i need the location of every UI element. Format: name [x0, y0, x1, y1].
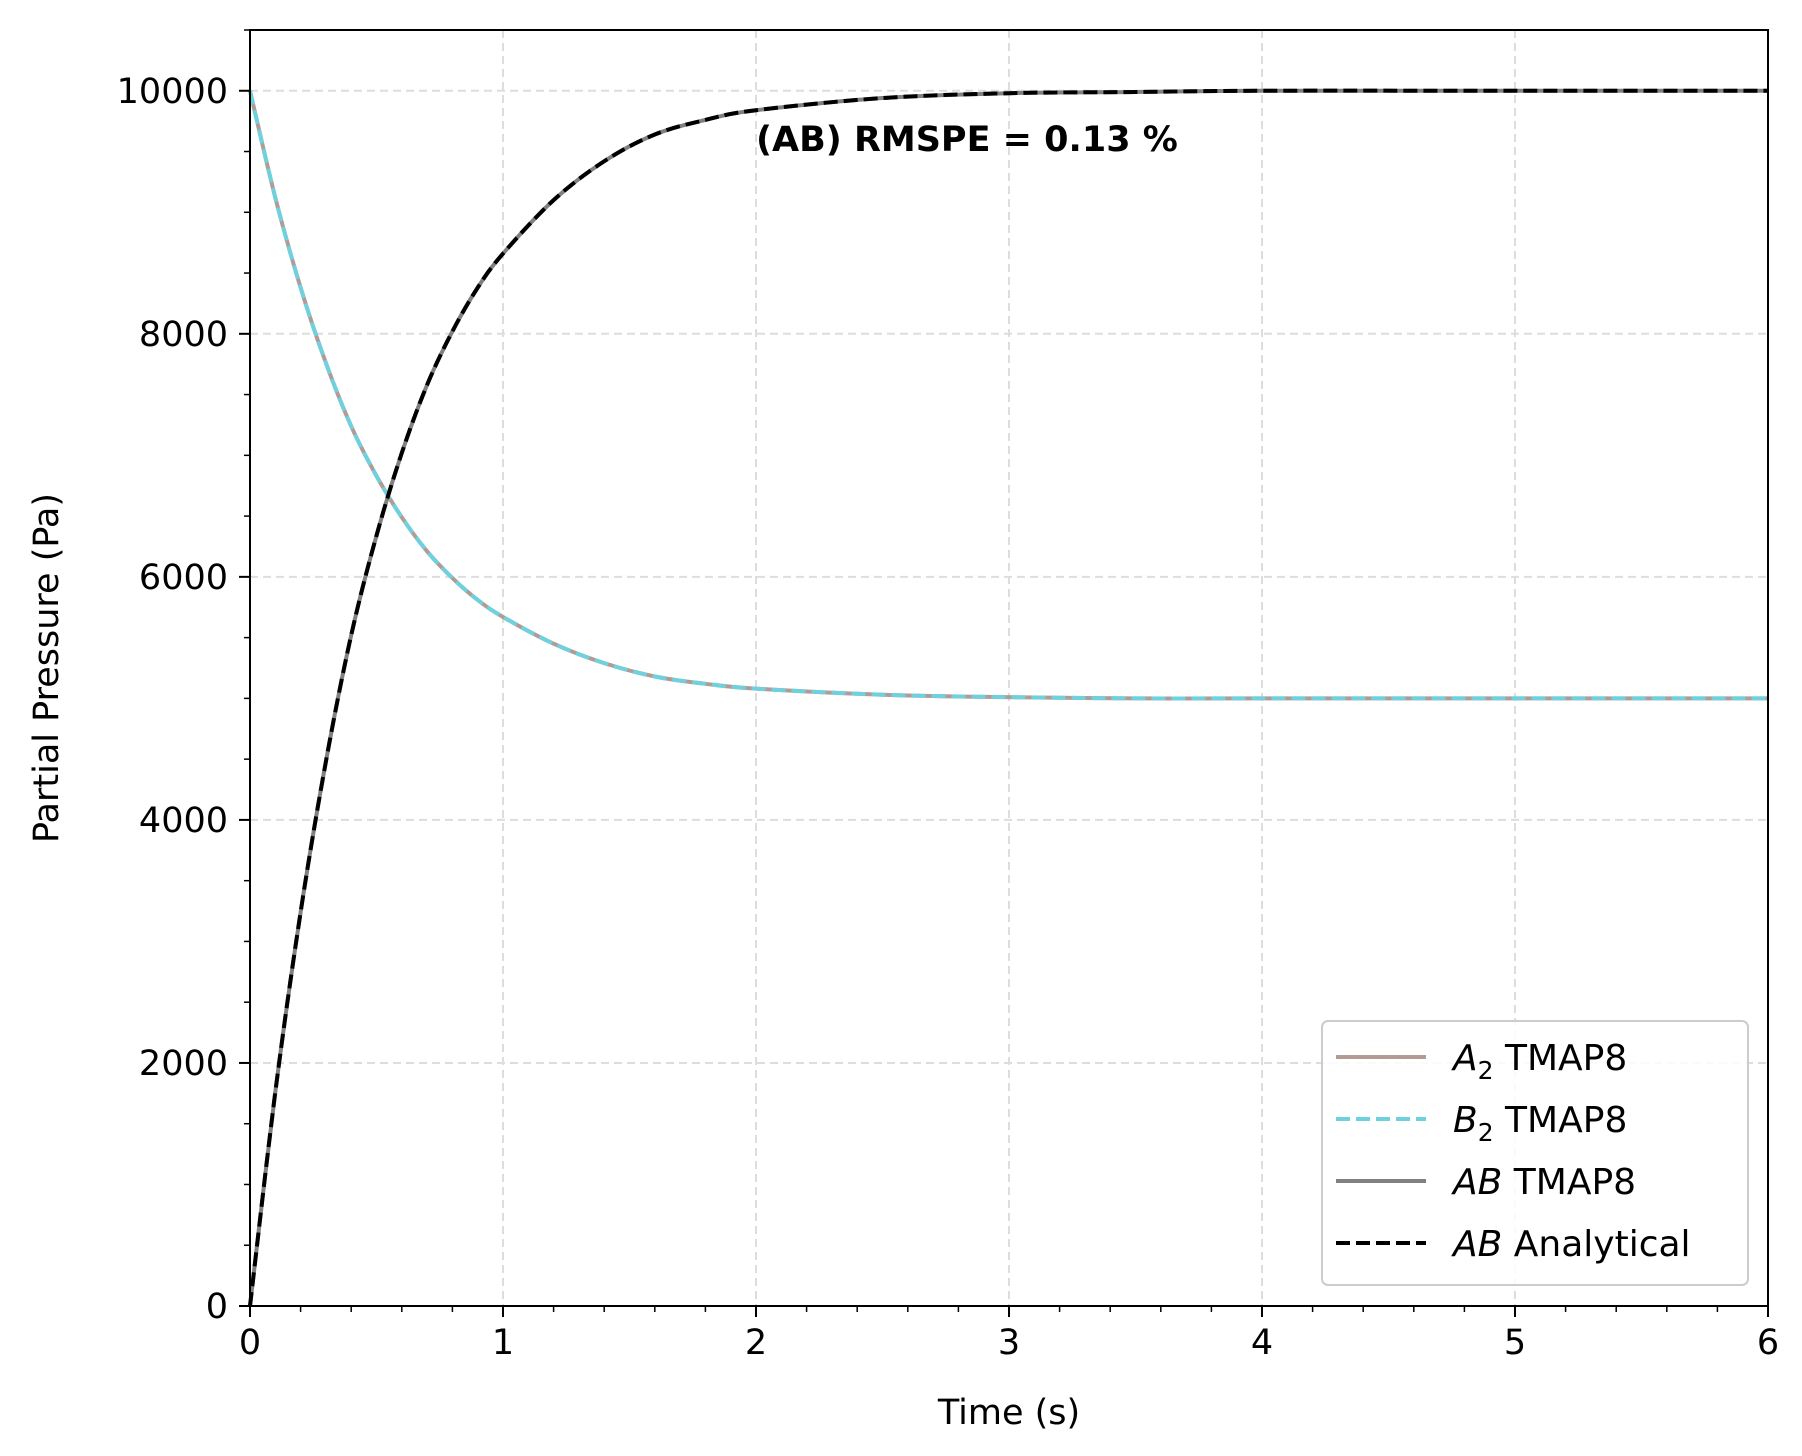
legend-label-subscript: 2	[1478, 1056, 1494, 1085]
legend-label-subscript: 2	[1478, 1118, 1494, 1147]
axis-ticks: 0 1 2 3 4 5 6 0 2000 4000 6000 8000 10000	[117, 29, 1779, 1363]
x-tick-label: 1	[492, 1323, 514, 1363]
x-tick-label: 5	[1504, 1323, 1526, 1363]
legend-label-text: TMAP8	[1494, 1100, 1628, 1141]
rmspe-annotation: (AB) RMSPE = 0.13 %	[756, 120, 1178, 160]
y-axis-label: Partial Pressure (Pa)	[27, 493, 67, 843]
x-tick-label: 2	[745, 1323, 767, 1363]
y-tick-label: 0	[206, 1287, 228, 1327]
legend-label: B2 TMAP8	[1453, 1100, 1627, 1147]
legend-label-text: TMAP8	[1502, 1162, 1636, 1203]
legend-label-italic: B	[1453, 1100, 1478, 1141]
y-tick-label: 8000	[139, 315, 228, 355]
x-axis-label: Time (s)	[937, 1393, 1080, 1433]
y-tick-label: 6000	[139, 558, 228, 598]
legend-box	[1321, 1020, 1749, 1286]
series-line-4	[248, 88, 1768, 1307]
legend-label: AB Analytical	[1451, 1224, 1691, 1265]
legend-label: AB TMAP8	[1451, 1162, 1636, 1203]
y-tick-label: 10000	[117, 72, 228, 112]
legend-label-italic: AB	[1451, 1224, 1502, 1265]
series-line-2	[248, 90, 1768, 701]
legend-label-italic: A	[1451, 1038, 1478, 1079]
legend-label-italic: AB	[1451, 1162, 1502, 1203]
legend-label: A2 TMAP8	[1451, 1038, 1627, 1085]
y-tick-label: 2000	[139, 1044, 228, 1084]
legend-label-text: Analytical	[1502, 1224, 1690, 1265]
legend-label-text: TMAP8	[1494, 1038, 1628, 1079]
x-tick-label: 3	[998, 1323, 1020, 1363]
series-lines	[248, 88, 1768, 1307]
x-tick-label: 4	[1251, 1323, 1273, 1363]
x-tick-label: 0	[239, 1323, 261, 1363]
x-tick-label: 6	[1757, 1323, 1779, 1363]
y-tick-label: 4000	[139, 801, 228, 841]
